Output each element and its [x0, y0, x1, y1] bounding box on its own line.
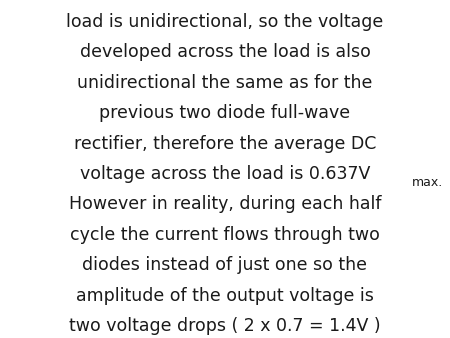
Text: amplitude of the output voltage is: amplitude of the output voltage is: [76, 287, 374, 305]
Text: However in reality, during each half: However in reality, during each half: [69, 195, 381, 214]
Text: previous two diode full-wave: previous two diode full-wave: [99, 104, 351, 122]
Text: diodes instead of just one so the: diodes instead of just one so the: [82, 256, 368, 274]
Text: voltage across the load is 0.637V: voltage across the load is 0.637V: [80, 165, 370, 183]
Text: developed across the load is also: developed across the load is also: [80, 43, 370, 62]
Text: cycle the current flows through two: cycle the current flows through two: [70, 226, 380, 244]
Text: load is unidirectional, so the voltage: load is unidirectional, so the voltage: [67, 13, 383, 31]
Text: max.: max.: [412, 176, 444, 189]
Text: rectifier, therefore the average DC: rectifier, therefore the average DC: [74, 135, 376, 153]
Text: unidirectional the same as for the: unidirectional the same as for the: [77, 74, 373, 92]
Text: two voltage drops ( 2 x 0.7 = 1.4V ): two voltage drops ( 2 x 0.7 = 1.4V ): [69, 317, 381, 335]
